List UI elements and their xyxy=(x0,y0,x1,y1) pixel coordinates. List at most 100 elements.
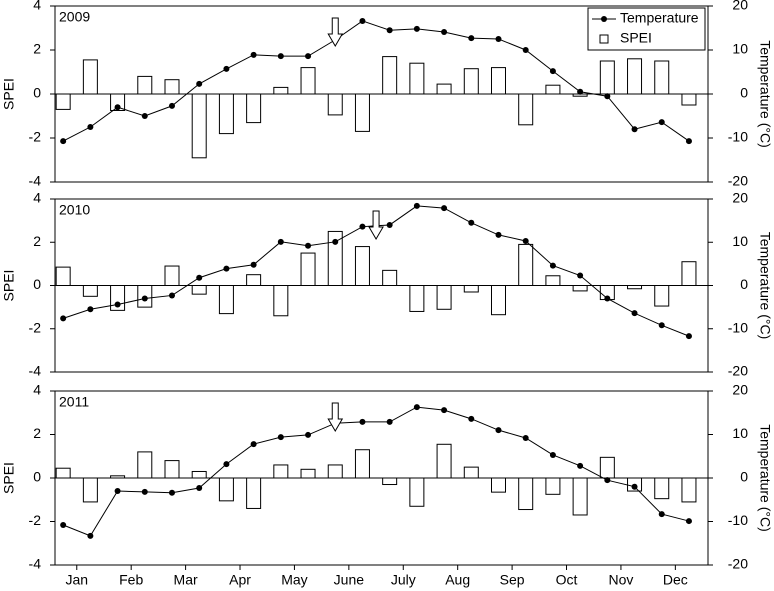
temperature-point xyxy=(604,295,611,302)
y2-tick-label: -10 xyxy=(728,319,748,335)
spei-bar xyxy=(137,451,153,479)
temperature-point xyxy=(631,310,638,317)
y2-tick-label: 20 xyxy=(732,382,748,398)
spei-bar xyxy=(599,60,615,95)
spei-bar xyxy=(409,285,425,312)
spei-bar xyxy=(218,285,234,315)
temperature-point xyxy=(114,301,121,308)
spei-bar xyxy=(327,230,343,286)
temperature-point xyxy=(685,518,692,525)
y-tick-label: 4 xyxy=(33,190,41,206)
temperature-point xyxy=(577,272,584,279)
spei-bar xyxy=(545,275,561,286)
temperature-point xyxy=(631,126,638,133)
temperature-point xyxy=(495,231,502,238)
spei-bar xyxy=(246,477,262,509)
spei-bar xyxy=(654,477,670,500)
temperature-point xyxy=(468,35,475,42)
temperature-point xyxy=(250,51,257,58)
y-tick-label: 0 xyxy=(33,276,41,292)
spei-bar xyxy=(518,243,534,287)
temperature-point xyxy=(495,427,502,434)
spei-bar xyxy=(463,466,479,479)
legend-marker xyxy=(599,34,609,44)
spei-bar xyxy=(518,477,534,511)
x-tick-label: Apr xyxy=(229,572,251,588)
temperature-point xyxy=(522,237,529,244)
temperature-point xyxy=(441,407,448,414)
spei-bar xyxy=(327,464,343,479)
x-tick-label: July xyxy=(391,572,416,588)
temperature-point xyxy=(604,477,611,484)
temperature-point xyxy=(441,28,448,35)
spei-bar xyxy=(382,56,398,95)
y-tick-label: -2 xyxy=(29,129,42,145)
temperature-point xyxy=(141,295,148,302)
spei-bar xyxy=(382,477,398,486)
spei-bar xyxy=(572,285,588,292)
x-tick-label: Mar xyxy=(174,572,198,588)
spei-bar xyxy=(273,464,289,479)
spei-bar xyxy=(654,60,670,95)
y2-tick-label: 0 xyxy=(740,276,748,292)
spei-bar xyxy=(354,246,370,286)
temperature-point xyxy=(413,404,420,411)
spei-bar xyxy=(218,477,234,502)
temperature-point xyxy=(495,36,502,42)
spei-bar xyxy=(246,274,262,286)
temperature-point xyxy=(577,88,584,95)
temperature-point xyxy=(549,451,556,458)
x-tick-label: Sep xyxy=(500,572,525,588)
spei-bar xyxy=(463,68,479,95)
temperature-point xyxy=(305,242,312,249)
temperature-point xyxy=(332,238,339,245)
temperature-point xyxy=(658,119,665,126)
y-tick-label: -2 xyxy=(29,319,42,335)
x-tick-label: Aug xyxy=(445,572,470,588)
temperature-point xyxy=(413,202,420,209)
spei-bar xyxy=(273,285,289,317)
arrow xyxy=(368,210,384,240)
y2-axis-label: Temperature (°C) xyxy=(757,40,773,148)
spei-bar xyxy=(300,67,316,95)
temperature-point xyxy=(277,53,284,60)
temperature-point xyxy=(685,138,692,145)
temperature-point xyxy=(141,113,148,119)
temperature-point xyxy=(359,223,366,230)
temperature-point xyxy=(277,238,284,245)
spei-bar xyxy=(490,67,506,95)
temperature-point xyxy=(223,265,230,272)
x-tick-label: Dec xyxy=(663,572,688,588)
spei-bar xyxy=(82,477,98,503)
temperature-point xyxy=(386,27,393,34)
temperature-point xyxy=(250,261,257,268)
y2-axis-label: Temperature (°C) xyxy=(757,232,773,340)
spei-bar xyxy=(327,93,343,116)
spei-bar xyxy=(191,93,207,159)
spei-bar xyxy=(300,252,316,286)
panel-title: 2011 xyxy=(59,394,89,410)
temperature-point xyxy=(168,102,175,109)
legend-label: SPEI xyxy=(620,30,652,46)
temperature-point xyxy=(522,47,529,53)
spei-bar xyxy=(436,285,452,310)
spei-bar xyxy=(82,285,98,297)
spei-bar xyxy=(436,443,452,479)
temperature-point xyxy=(658,511,665,518)
temperature-line xyxy=(62,406,690,537)
temperature-point xyxy=(223,65,230,72)
legend-label: Temperature xyxy=(620,10,699,26)
y-tick-label: 2 xyxy=(33,41,41,57)
spei-bar xyxy=(300,468,316,479)
spei-bar xyxy=(572,477,588,516)
spei-bar xyxy=(436,83,452,95)
x-tick-label: Jan xyxy=(65,572,88,588)
spei-bar xyxy=(490,477,506,493)
spei-bar xyxy=(545,84,561,95)
temperature-line xyxy=(62,20,690,142)
temperature-point xyxy=(141,488,148,495)
legend-marker xyxy=(601,16,607,22)
y-tick-label: -2 xyxy=(29,512,42,528)
y-axis-label: SPEI xyxy=(1,462,17,494)
